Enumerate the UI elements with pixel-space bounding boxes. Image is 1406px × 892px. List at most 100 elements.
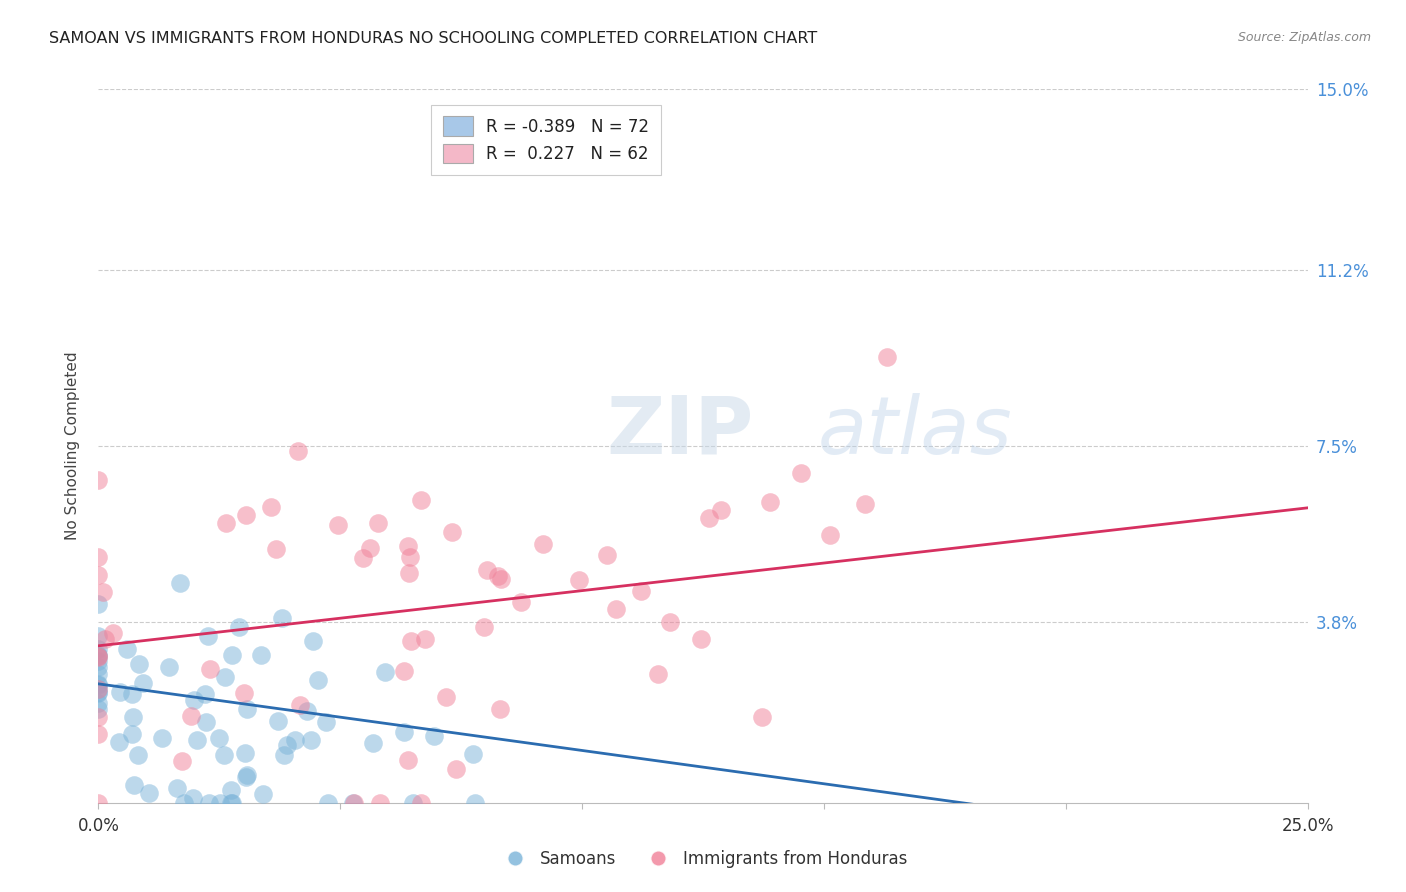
Point — [270, 610, 292, 624]
Point — [342, 796, 364, 810]
Text: atlas: atlas — [818, 392, 1012, 471]
Point — [87, 473, 110, 487]
Point — [486, 569, 509, 583]
Point — [853, 498, 876, 512]
Point — [392, 664, 415, 678]
Point — [398, 566, 420, 580]
Point — [214, 516, 236, 530]
Point — [302, 633, 325, 648]
Point — [87, 648, 110, 662]
Point — [212, 748, 235, 763]
Point — [221, 796, 243, 810]
Point — [477, 563, 499, 577]
Point — [128, 657, 150, 672]
Point — [87, 649, 110, 664]
Point — [605, 602, 627, 616]
Point — [93, 632, 115, 647]
Point — [568, 573, 591, 587]
Point — [363, 736, 385, 750]
Point — [132, 676, 155, 690]
Point — [307, 673, 329, 688]
Point — [127, 748, 149, 763]
Point — [461, 747, 484, 761]
Point — [394, 724, 416, 739]
Point — [124, 778, 146, 792]
Point — [194, 714, 217, 729]
Point — [166, 780, 188, 795]
Point — [423, 729, 446, 743]
Point — [87, 567, 110, 582]
Y-axis label: No Schooling Completed: No Schooling Completed — [65, 351, 80, 541]
Point — [173, 796, 195, 810]
Point — [359, 541, 381, 556]
Point — [87, 666, 110, 681]
Point — [531, 537, 554, 551]
Point — [87, 678, 110, 692]
Point — [751, 710, 773, 724]
Point — [409, 796, 432, 810]
Point — [208, 731, 231, 745]
Point — [398, 549, 420, 564]
Point — [647, 667, 669, 681]
Point — [790, 466, 813, 480]
Point — [472, 620, 495, 634]
Point — [122, 710, 145, 724]
Point — [87, 654, 110, 668]
Point — [198, 796, 221, 810]
Point — [284, 732, 307, 747]
Point — [150, 731, 173, 745]
Point — [709, 503, 731, 517]
Point — [208, 796, 231, 810]
Point — [110, 684, 132, 698]
Point — [87, 629, 110, 643]
Point — [343, 796, 366, 810]
Point — [121, 687, 143, 701]
Point — [409, 493, 432, 508]
Point — [138, 785, 160, 799]
Point — [434, 690, 457, 705]
Point — [87, 677, 110, 691]
Point — [169, 576, 191, 591]
Point — [295, 704, 318, 718]
Point — [235, 508, 257, 522]
Point — [219, 783, 242, 797]
Point — [170, 754, 193, 768]
Point — [87, 641, 110, 656]
Point — [221, 648, 243, 662]
Point — [233, 686, 256, 700]
Point — [260, 500, 283, 515]
Point — [250, 648, 273, 662]
Point — [266, 714, 288, 728]
Point — [374, 665, 396, 680]
Point — [697, 511, 720, 525]
Point — [87, 648, 110, 663]
Point — [264, 541, 287, 556]
Point — [87, 685, 110, 699]
Text: Source: ZipAtlas.com: Source: ZipAtlas.com — [1237, 31, 1371, 45]
Point — [87, 702, 110, 716]
Point — [444, 762, 467, 776]
Point — [276, 738, 298, 752]
Point — [368, 796, 391, 810]
Legend: R = -0.389   N = 72, R =  0.227   N = 62: R = -0.389 N = 72, R = 0.227 N = 62 — [432, 104, 661, 175]
Point — [299, 733, 322, 747]
Point — [273, 747, 295, 762]
Point — [488, 702, 510, 716]
Point — [183, 693, 205, 707]
Point — [186, 733, 208, 747]
Point — [510, 594, 533, 608]
Point — [236, 767, 259, 781]
Point — [87, 549, 110, 564]
Point — [876, 350, 898, 364]
Point — [91, 585, 114, 599]
Point — [315, 714, 337, 729]
Point — [103, 626, 125, 640]
Point — [396, 753, 419, 767]
Point — [87, 796, 110, 810]
Point — [316, 796, 339, 810]
Point — [489, 572, 512, 586]
Point — [117, 642, 139, 657]
Point — [198, 662, 221, 676]
Point — [228, 620, 250, 634]
Point — [108, 735, 131, 749]
